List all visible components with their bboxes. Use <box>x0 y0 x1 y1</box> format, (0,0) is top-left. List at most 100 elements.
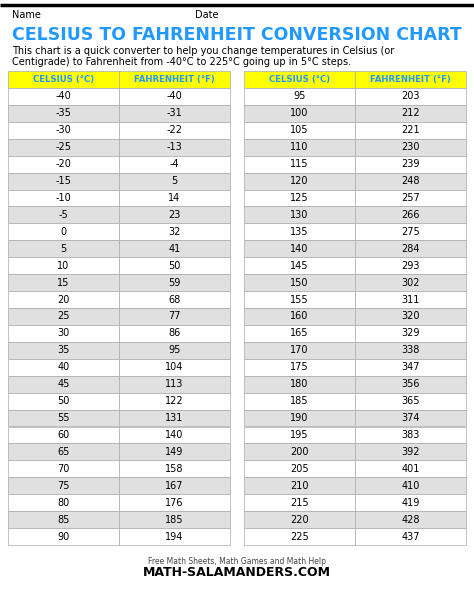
Bar <box>119 427 230 443</box>
Text: 95: 95 <box>168 345 181 356</box>
Text: 155: 155 <box>290 294 309 305</box>
Bar <box>355 443 466 460</box>
Bar <box>244 528 355 545</box>
Text: 302: 302 <box>401 278 420 287</box>
Text: 329: 329 <box>401 329 420 338</box>
Text: -25: -25 <box>55 142 72 152</box>
Bar <box>244 376 355 393</box>
Bar <box>355 511 466 528</box>
Text: CELSIUS TO FAHRENHEIT CONVERSION CHART: CELSIUS TO FAHRENHEIT CONVERSION CHART <box>12 26 462 44</box>
Bar <box>119 105 230 122</box>
Bar <box>8 308 119 325</box>
Bar <box>355 427 466 443</box>
Text: 190: 190 <box>290 413 309 423</box>
Bar <box>244 443 355 460</box>
Text: 86: 86 <box>168 329 181 338</box>
Text: 100: 100 <box>290 109 309 118</box>
Text: 50: 50 <box>168 261 181 271</box>
Text: 320: 320 <box>401 311 420 321</box>
Text: 311: 311 <box>401 294 419 305</box>
Bar <box>244 427 355 443</box>
Text: -20: -20 <box>55 159 72 169</box>
Bar <box>8 71 230 88</box>
Text: 131: 131 <box>165 413 184 423</box>
Bar <box>355 291 466 308</box>
Text: 140: 140 <box>165 430 184 440</box>
Bar <box>355 409 466 427</box>
Text: 160: 160 <box>290 311 309 321</box>
Bar <box>8 511 119 528</box>
Bar <box>8 88 119 105</box>
Bar <box>8 342 119 359</box>
Bar <box>355 376 466 393</box>
Text: 230: 230 <box>401 142 420 152</box>
Bar <box>119 308 230 325</box>
Text: 140: 140 <box>290 244 309 254</box>
Text: Centigrade) to Fahrenheit from -40°C to 225°C going up in 5°C steps.: Centigrade) to Fahrenheit from -40°C to … <box>12 57 351 67</box>
Text: -13: -13 <box>167 142 182 152</box>
Text: 239: 239 <box>401 159 420 169</box>
Bar <box>244 478 355 494</box>
Bar <box>8 478 119 494</box>
Bar <box>119 528 230 545</box>
Bar <box>119 88 230 105</box>
Text: 200: 200 <box>290 447 309 457</box>
Bar <box>244 291 355 308</box>
Bar <box>355 308 466 325</box>
Text: 293: 293 <box>401 261 420 271</box>
Bar <box>119 257 230 274</box>
Bar <box>8 494 119 511</box>
Bar <box>244 325 355 342</box>
Text: -40: -40 <box>167 91 182 101</box>
Text: 68: 68 <box>168 294 181 305</box>
Text: 176: 176 <box>165 498 184 508</box>
Text: 40: 40 <box>57 362 70 372</box>
Text: 365: 365 <box>401 396 420 406</box>
Text: 419: 419 <box>401 498 419 508</box>
Text: FAHRENHEIT (°F): FAHRENHEIT (°F) <box>370 75 451 84</box>
Bar <box>355 494 466 511</box>
Bar <box>8 156 119 173</box>
Text: 113: 113 <box>165 379 184 389</box>
Bar <box>119 478 230 494</box>
Text: 275: 275 <box>401 227 420 237</box>
Bar <box>119 173 230 189</box>
Text: -40: -40 <box>55 91 72 101</box>
Text: 122: 122 <box>165 396 184 406</box>
Text: 401: 401 <box>401 464 419 474</box>
Text: 0: 0 <box>61 227 66 237</box>
Bar <box>355 257 466 274</box>
Text: 257: 257 <box>401 193 420 203</box>
Text: 167: 167 <box>165 481 184 491</box>
Bar <box>119 494 230 511</box>
Bar <box>119 359 230 376</box>
Text: 70: 70 <box>57 464 70 474</box>
Text: 185: 185 <box>165 514 184 525</box>
Bar <box>355 240 466 257</box>
Bar <box>8 409 119 427</box>
Bar <box>119 291 230 308</box>
Text: 59: 59 <box>168 278 181 287</box>
Text: 77: 77 <box>168 311 181 321</box>
Text: 149: 149 <box>165 447 184 457</box>
Text: Name: Name <box>12 10 41 20</box>
Bar <box>244 240 355 257</box>
Text: -5: -5 <box>59 210 68 220</box>
Text: -15: -15 <box>55 176 72 186</box>
Text: 23: 23 <box>168 210 181 220</box>
Text: Date: Date <box>195 10 219 20</box>
Text: 85: 85 <box>57 514 70 525</box>
Text: 158: 158 <box>165 464 184 474</box>
Text: 5: 5 <box>172 176 178 186</box>
Text: 65: 65 <box>57 447 70 457</box>
Text: 30: 30 <box>57 329 70 338</box>
Bar <box>8 105 119 122</box>
Text: Free Math Sheets, Math Games and Math Help: Free Math Sheets, Math Games and Math He… <box>148 557 326 566</box>
Bar <box>244 189 355 207</box>
Text: 20: 20 <box>57 294 70 305</box>
Text: 220: 220 <box>290 514 309 525</box>
Bar <box>8 257 119 274</box>
Bar <box>244 308 355 325</box>
Text: 32: 32 <box>168 227 181 237</box>
Bar <box>355 139 466 156</box>
